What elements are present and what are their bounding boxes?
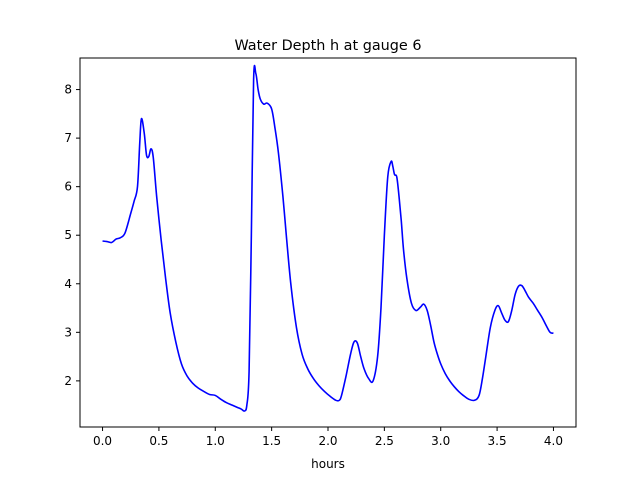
x-tick-label: 2.0 [318,434,337,448]
x-tick-label: 2.5 [375,434,394,448]
x-tick-label: 3.0 [431,434,450,448]
x-tick-label: 3.5 [488,434,507,448]
y-axis: 2 3 4 5 6 7 8 [64,83,80,388]
y-tick-label: 8 [64,83,72,97]
y-tick-label: 6 [64,180,72,194]
y-tick-label: 2 [64,374,72,388]
x-tick-label: 1.5 [262,434,281,448]
x-axis: 0.0 0.5 1.0 1.5 2.0 2.5 3.0 3.5 4.0 [93,427,563,448]
x-tick-label: 0.5 [149,434,168,448]
x-tick-label: 4.0 [544,434,563,448]
x-tick-label: 0.0 [93,434,112,448]
y-tick-label: 3 [64,325,72,339]
x-tick-label: 1.0 [206,434,225,448]
y-tick-label: 4 [64,277,72,291]
series-line-0 [102,64,554,412]
x-axis-title: hours [311,457,345,471]
y-tick-label: 5 [64,228,72,242]
chart-title: Water Depth h at gauge 6 [234,38,421,54]
y-tick-label: 7 [64,131,72,145]
series-layer [102,64,554,412]
